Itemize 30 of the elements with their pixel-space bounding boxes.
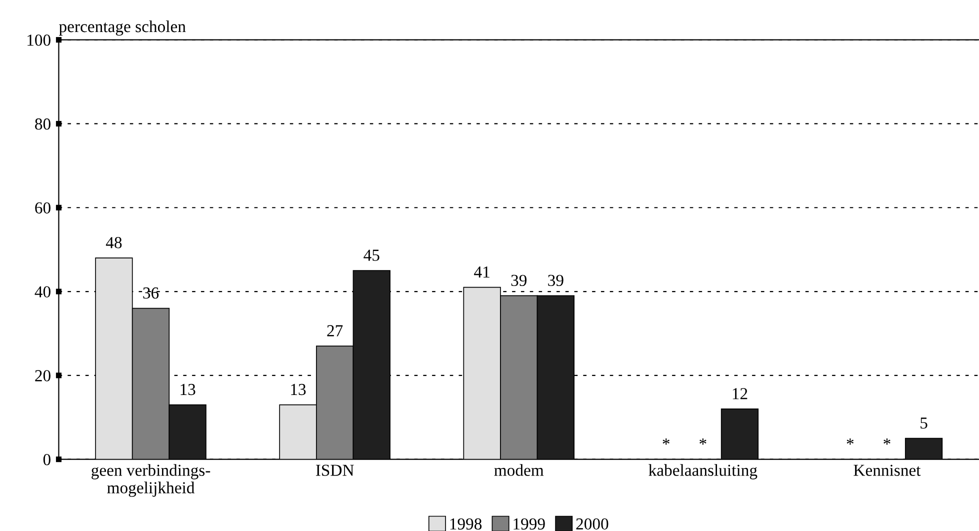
y-tick-label: 20: [35, 370, 50, 382]
data-label: 27: [327, 325, 343, 336]
text: *: [884, 438, 890, 445]
legend-label: 2000: [576, 518, 608, 530]
data-label: 12: [732, 388, 748, 400]
data-label: 36: [143, 287, 159, 299]
data-label: 5: [920, 418, 928, 429]
data-label: 41: [474, 266, 490, 278]
data-label: 45: [364, 250, 380, 261]
data-label: 39: [548, 274, 564, 286]
y-tick-label: 40: [34, 286, 50, 298]
data-label: 13: [180, 384, 196, 396]
y-tick-label: 100: [28, 34, 50, 46]
x-tick-label: Kennisnet: [854, 464, 921, 476]
data-label: 13: [291, 384, 306, 396]
x-tick-label: ISDN: [316, 464, 354, 476]
legend-label: 1998: [450, 518, 482, 530]
y-tick-label: 0: [43, 454, 50, 466]
text: *: [662, 438, 670, 445]
y-tick-label: 80: [35, 118, 50, 130]
text: *: [700, 438, 706, 445]
data-label: 39: [511, 274, 527, 286]
x-tick-label: kabelaansluiting: [648, 464, 758, 480]
x-tick-label: geen verbindings- mogelijkheid: [92, 464, 210, 497]
data-label: 48: [106, 237, 122, 248]
y-tick-label: 60: [35, 202, 50, 214]
text: *: [846, 438, 854, 445]
x-tick-label: modem: [494, 464, 544, 476]
legend-label: 1999: [514, 518, 545, 530]
y-axis-title: percentage scholen: [59, 20, 186, 36]
